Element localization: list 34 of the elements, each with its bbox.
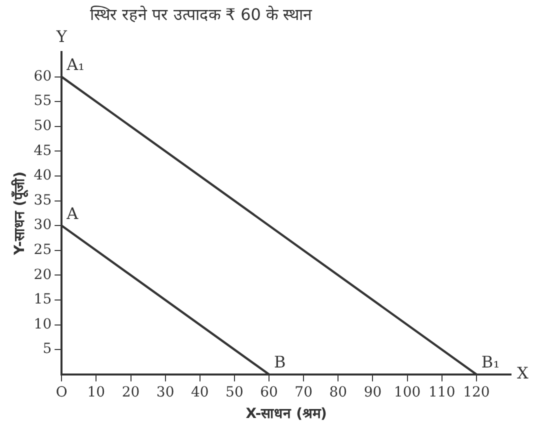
x-tick-label: 70	[294, 384, 313, 400]
x-tick-label: 50	[226, 384, 244, 400]
y-tick-label: 10	[34, 316, 52, 332]
y-tick-label: 20	[34, 266, 52, 283]
y-tick-label: 40	[34, 168, 52, 184]
x-axis-title: X-साधन (श्रम)	[246, 406, 327, 422]
y-tick-label: 50	[34, 118, 52, 134]
annotation: A	[66, 204, 79, 223]
y-tick-label: 25	[34, 242, 52, 258]
x-tick-label: 10	[87, 384, 106, 400]
x-tick-label: 100	[394, 384, 421, 400]
y-tick-label: 45	[34, 142, 52, 159]
y-tick-label: 5	[42, 341, 52, 358]
x-tick-label: O	[56, 384, 68, 400]
x-tick-label: 110	[428, 384, 456, 400]
x-tick-label: 80	[329, 384, 348, 400]
y-tick-label: 60	[34, 68, 52, 84]
y-tick-label: 15	[34, 292, 52, 308]
annotation: B	[274, 352, 286, 372]
x-tick-label: 90	[364, 384, 382, 400]
y-tick-label: 30	[34, 217, 52, 234]
x-tick-label: 120	[463, 384, 490, 400]
x-tick-label: 20	[122, 384, 140, 400]
text: स्थिर रहने पर उत्पादक ₹ 60 के स्थान	[90, 5, 312, 24]
y-axis-title: Y-साधन (पूँजी)	[11, 171, 30, 256]
x-tick-label: 60	[260, 384, 278, 400]
y-tick-label: 35	[34, 192, 52, 208]
text: Y	[55, 27, 68, 46]
x-tick-label: 30	[156, 384, 174, 400]
text: X	[517, 364, 529, 383]
x-tick-label: 40	[190, 384, 209, 400]
annotation: B₁	[481, 352, 500, 372]
annotation: A₁	[66, 54, 85, 74]
y-tick-label: 55	[34, 93, 52, 110]
